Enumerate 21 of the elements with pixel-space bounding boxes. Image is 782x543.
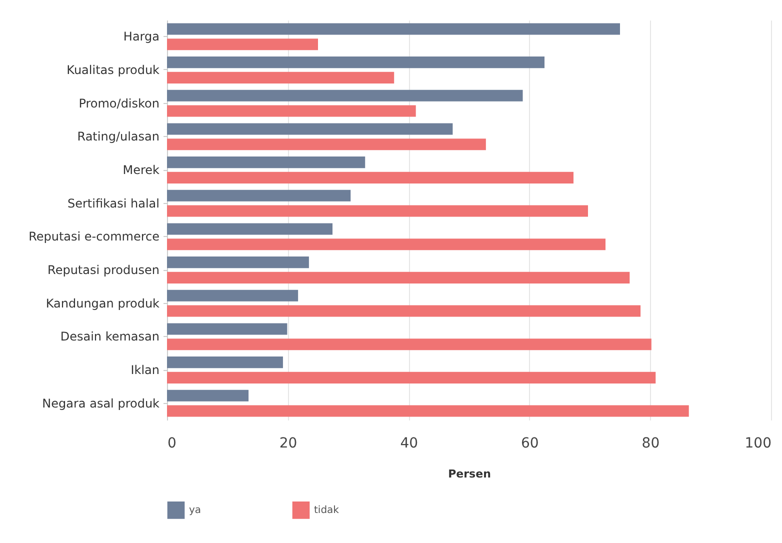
y-tick-label: Reputasi e-commerce (28, 230, 160, 244)
x-tick-label: 0 (168, 436, 176, 452)
x-tick-label: 60 (520, 436, 539, 452)
x-tick-label: 40 (400, 436, 418, 452)
y-tick-label: Merek (122, 163, 160, 177)
x-axis-title: Persen (448, 468, 491, 480)
y-tick-label: Promo/diskon (78, 96, 160, 110)
y-tick-label: Harga (123, 30, 160, 44)
y-tick-label: Kualitas produk (66, 63, 160, 77)
legend-label: ya (189, 505, 202, 516)
x-tick-label: 20 (279, 436, 298, 452)
y-tick-label: Iklan (130, 363, 160, 377)
x-tick-label: 80 (642, 436, 660, 452)
y-tick-label: Desain kemasan (60, 330, 160, 344)
y-tick-label: Kandungan produk (46, 296, 160, 310)
y-tick-label: Reputasi produsen (48, 263, 160, 277)
legend-label: tidak (314, 505, 340, 516)
y-tick-label: Negara asal produk (42, 396, 160, 410)
x-tick-label: 100 (744, 436, 772, 452)
y-tick-label: Sertifikasi halal (67, 196, 160, 210)
y-tick-label: Rating/ulasan (77, 130, 160, 144)
